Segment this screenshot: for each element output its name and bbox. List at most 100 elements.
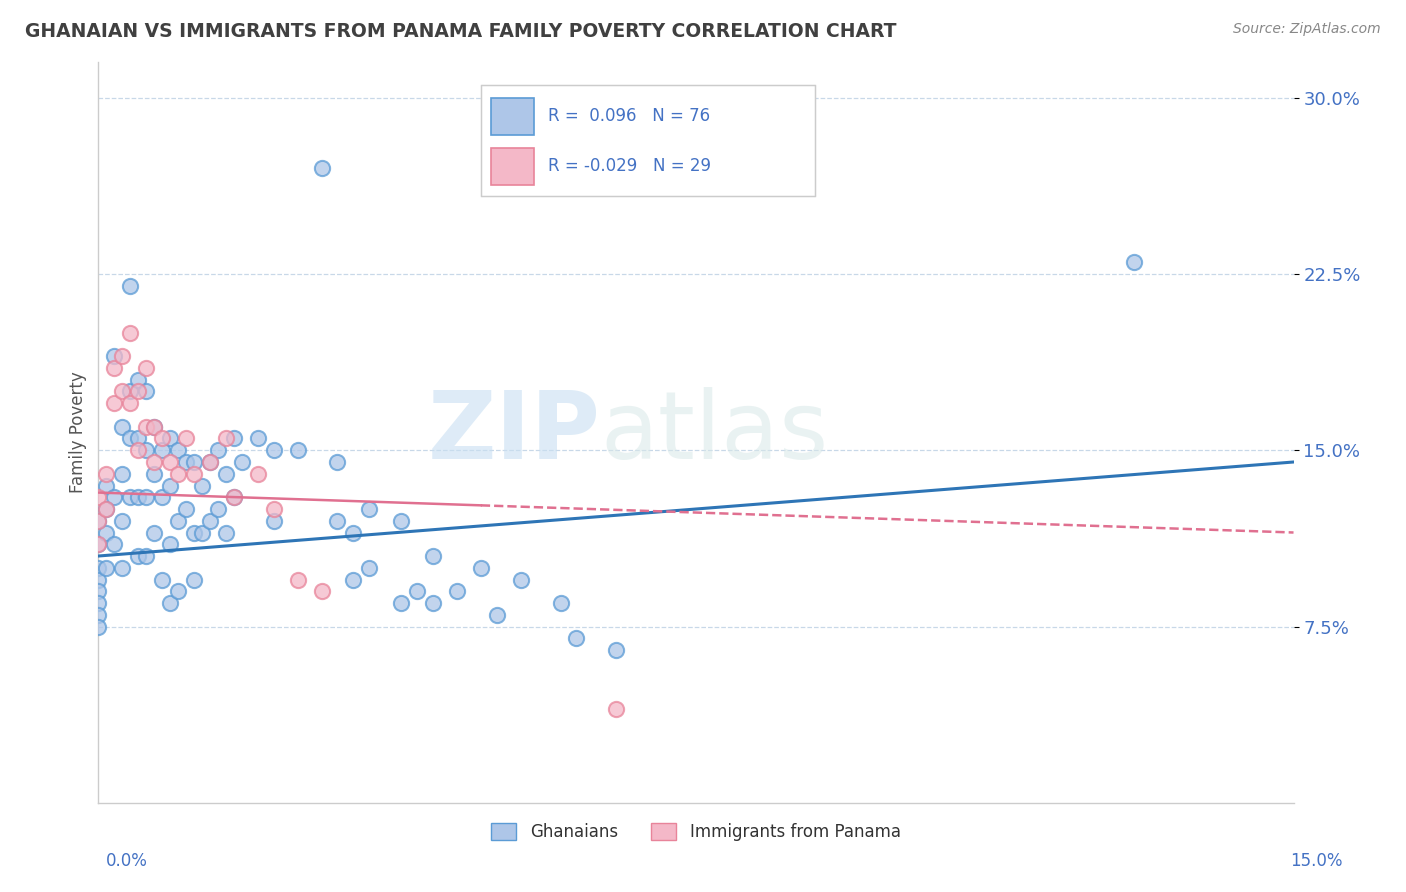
Point (103, 396, 125, 410)
Text: atlas: atlas (600, 386, 828, 479)
Point (120, 396, 142, 410)
Point (263, 502, 285, 516)
Point (111, 384, 134, 399)
Point (120, 278, 142, 293)
Point (1123, 255, 1146, 269)
Point (174, 502, 197, 516)
Point (87, 537, 110, 551)
Text: ZIP: ZIP (427, 386, 600, 479)
Point (215, 525, 238, 540)
Point (605, 702, 627, 716)
Point (96, 525, 118, 540)
Point (159, 455, 181, 469)
Point (167, 514, 190, 528)
Point (127, 384, 149, 399)
Point (103, 349, 125, 363)
Text: GHANAIAN VS IMMIGRANTS FROM PANAMA FAMILY POVERTY CORRELATION CHART: GHANAIAN VS IMMIGRANTS FROM PANAMA FAMIL… (25, 22, 897, 41)
Point (143, 525, 166, 540)
Y-axis label: Family Poverty: Family Poverty (69, 372, 87, 493)
Point (150, 443, 173, 458)
Point (143, 419, 166, 434)
Point (96, 502, 118, 516)
Point (87, 619, 110, 633)
Point (198, 455, 221, 469)
Point (342, 573, 364, 587)
Point (311, 584, 333, 599)
Point (389, 596, 412, 610)
Point (120, 384, 142, 399)
Point (143, 419, 166, 434)
Point (87, 514, 110, 528)
Point (87, 584, 110, 599)
Point (359, 502, 381, 516)
Point (159, 537, 181, 551)
Point (183, 525, 205, 540)
Point (287, 443, 309, 458)
Point (191, 525, 214, 540)
Point (191, 478, 214, 492)
Point (215, 432, 238, 446)
Point (120, 490, 142, 504)
Point (222, 490, 245, 504)
Point (135, 419, 157, 434)
Point (150, 490, 173, 504)
Point (87, 573, 110, 587)
Point (311, 161, 333, 176)
Point (550, 596, 572, 610)
Point (422, 596, 444, 610)
Point (87, 490, 110, 504)
Point (470, 561, 492, 575)
Point (111, 467, 134, 481)
Point (120, 432, 142, 446)
Point (87, 514, 110, 528)
Point (509, 573, 531, 587)
Point (159, 478, 181, 492)
Point (174, 455, 197, 469)
Point (135, 490, 157, 504)
Point (143, 467, 166, 481)
Text: 0.0%: 0.0% (105, 852, 148, 870)
Point (150, 432, 173, 446)
Point (167, 467, 190, 481)
Point (231, 455, 253, 469)
Text: 15.0%: 15.0% (1291, 852, 1343, 870)
Point (103, 361, 125, 376)
Point (87, 607, 110, 622)
Point (111, 349, 134, 363)
Point (287, 573, 309, 587)
Point (127, 443, 149, 458)
Point (207, 502, 229, 516)
Point (143, 455, 166, 469)
Point (159, 432, 181, 446)
Point (446, 584, 468, 599)
Point (565, 632, 588, 646)
Point (246, 467, 269, 481)
Point (215, 467, 238, 481)
Point (406, 584, 429, 599)
Legend: Ghanaians, Immigrants from Panama: Ghanaians, Immigrants from Panama (485, 816, 907, 847)
Point (198, 455, 221, 469)
Point (111, 419, 134, 434)
Point (263, 514, 285, 528)
Point (174, 432, 197, 446)
Point (263, 443, 285, 458)
Point (96, 561, 118, 575)
Point (87, 561, 110, 575)
Point (207, 443, 229, 458)
Point (222, 490, 245, 504)
Point (422, 549, 444, 563)
Point (183, 573, 205, 587)
Point (222, 432, 245, 446)
Point (111, 514, 134, 528)
Point (605, 643, 627, 657)
Point (246, 432, 269, 446)
Point (326, 455, 349, 469)
Point (150, 573, 173, 587)
Point (342, 525, 364, 540)
Point (167, 584, 190, 599)
Point (127, 432, 149, 446)
Point (183, 455, 205, 469)
Point (87, 596, 110, 610)
Point (96, 467, 118, 481)
Point (183, 467, 205, 481)
